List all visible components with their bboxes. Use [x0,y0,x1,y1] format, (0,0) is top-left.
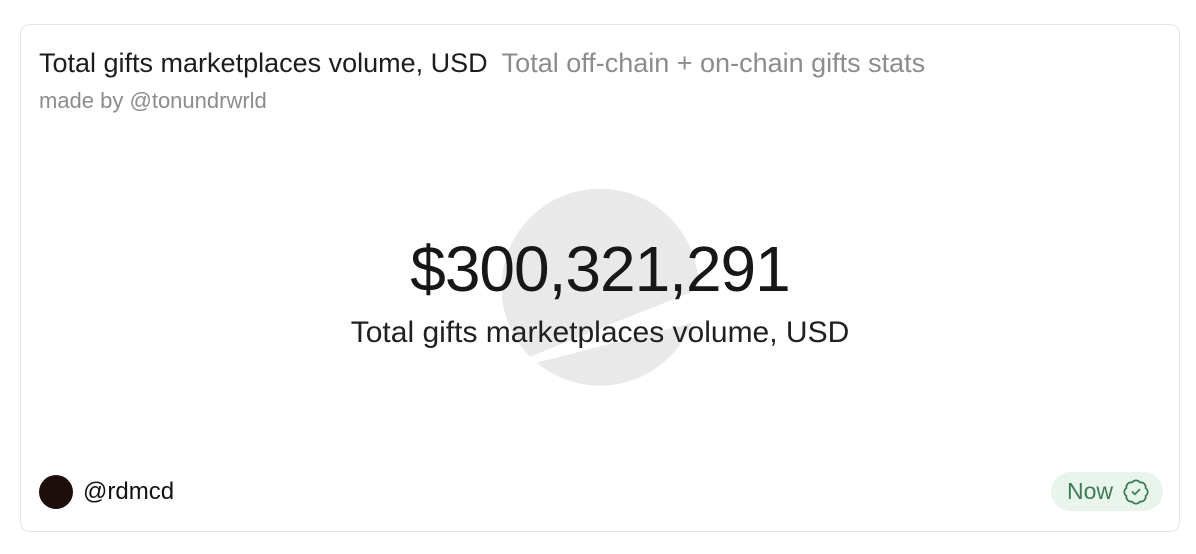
card-body: $300,321,291 Total gifts marketplaces vo… [21,114,1179,472]
made-by-label: made by @tonundrwrld [39,88,267,114]
stat-block: $300,321,291 Total gifts marketplaces vo… [351,235,850,351]
card-footer: @rdmcd Now [21,472,1179,531]
author-handle: @rdmcd [83,477,175,505]
card-header: Total gifts marketplaces volume, USD Tot… [21,25,1179,114]
verified-badge-check-icon [1122,478,1150,506]
card-subtitle: Total off-chain + on-chain gifts stats [501,48,926,78]
freshness-label: Now [1066,478,1113,504]
author-avatar [39,474,73,509]
card-title[interactable]: Total gifts marketplaces volume, USD [39,48,488,78]
author[interactable]: @rdmcd [39,474,175,509]
stat-value: $300,321,291 [410,233,790,306]
stat-label: Total gifts marketplaces volume, USD [350,316,850,350]
stat-card: Total gifts marketplaces volume, USD Tot… [20,24,1180,532]
title-row: Total gifts marketplaces volume, USD Tot… [39,47,1159,79]
freshness-badge[interactable]: Now [1050,472,1163,511]
